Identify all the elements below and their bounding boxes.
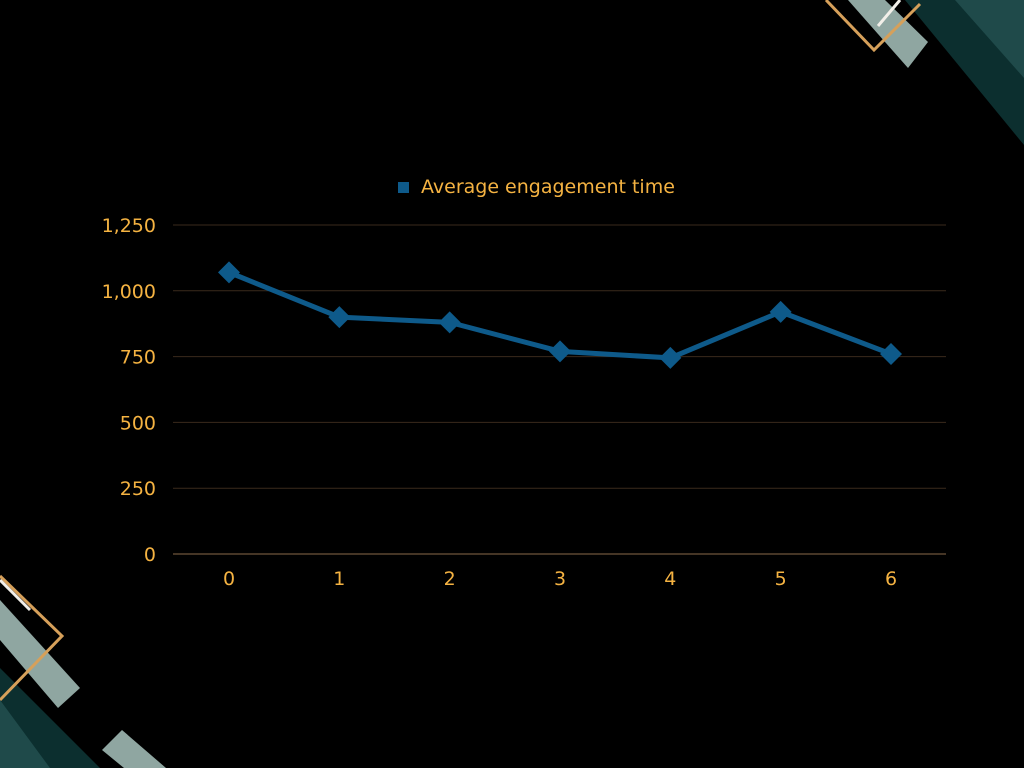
x-tick-label: 4 bbox=[664, 568, 676, 590]
y-tick-label: 1,250 bbox=[102, 215, 156, 237]
y-axis-tick-labels: 0 250 500 750 1,000 1,250 bbox=[102, 215, 156, 566]
y-tick-label: 0 bbox=[144, 544, 156, 566]
x-tick-label: 2 bbox=[444, 568, 456, 590]
data-point-marker bbox=[769, 300, 792, 323]
corner-decoration-bottom-left bbox=[0, 574, 166, 768]
legend-swatch bbox=[398, 182, 409, 193]
data-point-marker bbox=[659, 346, 682, 369]
data-point-marker bbox=[218, 261, 240, 284]
y-tick-label: 1,000 bbox=[102, 281, 156, 303]
legend-label: Average engagement time bbox=[421, 176, 675, 198]
x-tick-label: 3 bbox=[554, 568, 566, 590]
deco-outline-gold bbox=[824, 0, 922, 53]
y-tick-label: 500 bbox=[120, 412, 156, 434]
data-point-marker bbox=[880, 342, 902, 365]
deco-band-sage-2 bbox=[102, 730, 166, 768]
deco-line-white bbox=[0, 578, 32, 612]
x-tick-label: 1 bbox=[333, 568, 345, 590]
chart-legend: Average engagement time bbox=[398, 176, 675, 198]
data-point-marker bbox=[328, 306, 351, 329]
x-tick-label: 6 bbox=[885, 568, 897, 590]
deco-outline-gold bbox=[0, 574, 65, 702]
series-average-engagement-time bbox=[218, 261, 902, 369]
y-tick-label: 250 bbox=[120, 478, 156, 500]
gridlines bbox=[173, 224, 946, 555]
data-point-marker bbox=[438, 311, 461, 334]
data-point-marker bbox=[549, 340, 571, 363]
x-tick-label: 5 bbox=[775, 568, 787, 590]
deco-band-sage bbox=[0, 600, 80, 708]
deco-band-teal bbox=[955, 0, 1024, 78]
x-axis-tick-labels: 0 1 2 3 4 5 6 bbox=[223, 568, 897, 590]
x-tick-label: 0 bbox=[223, 568, 235, 590]
deco-line-white bbox=[876, 0, 902, 27]
corner-decoration-top-right bbox=[824, 0, 1024, 145]
y-tick-label: 750 bbox=[120, 347, 156, 369]
deco-band-teal bbox=[0, 700, 50, 768]
